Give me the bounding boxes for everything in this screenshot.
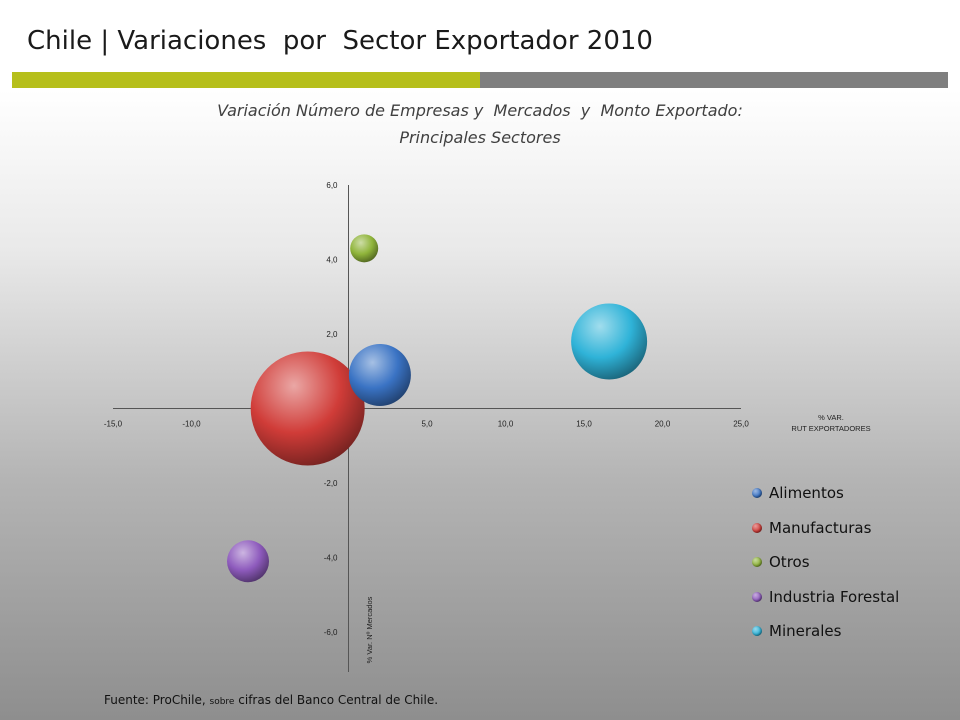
slide-title: Chile | Variaciones por Sector Exportado… <box>27 26 653 56</box>
x-tick-label: 15,0 <box>576 420 592 429</box>
legend-label: Minerales <box>769 622 842 641</box>
y-tick-label: 6,0 <box>326 181 338 190</box>
bubble-manufacturas <box>250 351 365 466</box>
bubble-minerales <box>571 303 648 380</box>
x-tick-label: -10,0 <box>182 420 201 429</box>
y-tick-label: 4,0 <box>326 256 338 265</box>
x-tick-label: -15,0 <box>104 420 123 429</box>
legend-label: Alimentos <box>769 484 844 503</box>
legend-item: Industria Forestal <box>752 580 899 615</box>
x-tick-label: 25,0 <box>733 420 749 429</box>
x-tick-label: 20,0 <box>655 420 671 429</box>
legend-swatch <box>752 488 762 499</box>
legend-label: Otros <box>769 553 810 572</box>
source-small: sobre <box>209 697 235 707</box>
y-tick-label: -2,0 <box>324 479 338 488</box>
y-tick-label: -6,0 <box>324 628 338 637</box>
accent-bar-grey <box>480 72 948 88</box>
y-axis-label: % Var. Nº Mercados <box>365 596 374 663</box>
legend-swatch <box>752 557 762 568</box>
legend-swatch <box>752 591 762 602</box>
legend-item: Manufacturas <box>752 511 899 546</box>
legend-item: Otros <box>752 545 899 580</box>
x-tick-labels: -15,0-10,0-5,00,05,010,015,020,025,0 <box>104 420 749 429</box>
legend-label: Manufacturas <box>769 518 872 537</box>
legend-swatch <box>752 626 762 637</box>
y-tick-label: 2,0 <box>326 330 338 339</box>
bubble-alimentos <box>348 343 411 406</box>
source-suffix: cifras del Banco Central de Chile. <box>234 693 439 707</box>
chart-title-line2: Principales Sectores <box>399 128 561 147</box>
legend-swatch <box>752 522 762 533</box>
source-note: Fuente: ProChile, sobre cifras del Banco… <box>104 693 438 707</box>
bubbles <box>227 234 648 583</box>
bubble-industria-forestal <box>227 540 270 583</box>
bubble-otros <box>350 234 379 263</box>
x-tick-label: 10,0 <box>498 420 514 429</box>
x-tick-label: 5,0 <box>421 420 433 429</box>
legend-item: Alimentos <box>752 476 899 511</box>
x-axis-label-line2: RUT EXPORTADORES <box>791 424 870 433</box>
x-axis-label-line1: % VAR. <box>818 413 844 422</box>
legend-label: Industria Forestal <box>769 587 900 606</box>
source-prefix: Fuente: ProChile, <box>104 693 210 707</box>
legend-item: Minerales <box>752 614 899 649</box>
accent-bar-green <box>12 72 480 88</box>
legend: Alimentos Manufacturas Otros Industria Fore… <box>752 476 899 649</box>
chart-title-line1: Variación Número de Empresas y Mercados … <box>217 101 743 120</box>
y-tick-label: -4,0 <box>324 554 338 563</box>
